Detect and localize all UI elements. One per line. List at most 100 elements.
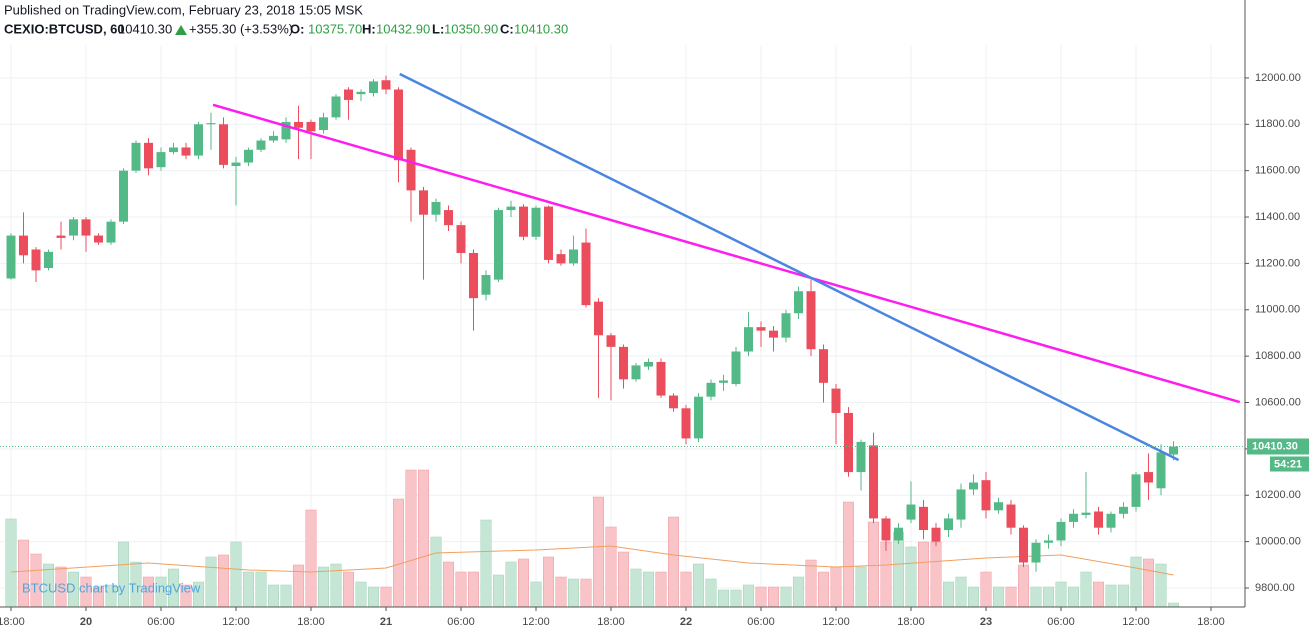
published-note: Published on TradingView.com, February 2… xyxy=(4,2,363,17)
y-tick-label: 11800.00 xyxy=(1255,118,1300,130)
candle-body xyxy=(669,395,678,409)
x-tick-label: 18:00 xyxy=(597,616,625,628)
volume-bar xyxy=(493,574,504,608)
candle-body xyxy=(419,190,428,215)
x-tick-label: 06:00 xyxy=(1047,616,1075,628)
candle-body xyxy=(1044,540,1053,543)
x-tick-label: 22 xyxy=(680,616,692,628)
candle-body xyxy=(444,210,453,226)
y-tick-label: 10000.00 xyxy=(1255,536,1301,548)
volume-bar xyxy=(693,563,704,608)
high-label: H: xyxy=(362,21,376,36)
candle-body xyxy=(381,80,391,90)
volume-bar xyxy=(18,539,29,608)
volume-bar xyxy=(705,578,717,608)
volume-bar xyxy=(668,516,679,608)
candle-body xyxy=(631,365,641,380)
volume-bar xyxy=(405,469,417,608)
close-label: C: xyxy=(500,21,514,36)
candle-body xyxy=(1081,512,1091,515)
candle-body xyxy=(1006,504,1016,528)
volume-bar xyxy=(368,586,379,608)
candle-body xyxy=(769,330,778,338)
candle-body xyxy=(169,147,178,153)
candle-body xyxy=(506,206,516,211)
trendline xyxy=(212,103,1241,404)
volume-bar xyxy=(980,571,992,608)
volume-bar xyxy=(805,559,817,608)
candle-body xyxy=(56,235,66,238)
candle-body xyxy=(556,254,566,264)
candle-body xyxy=(969,482,978,490)
candle-body xyxy=(1019,527,1028,563)
candle-body xyxy=(681,408,691,439)
candle-body xyxy=(1131,474,1141,507)
volume-bar xyxy=(743,584,754,608)
volume-bar xyxy=(543,556,554,608)
x-tick-label: 18:00 xyxy=(0,616,25,628)
candle-body xyxy=(719,380,728,383)
volume-bar xyxy=(218,554,229,608)
candle-body xyxy=(319,117,328,131)
x-tick-label: 18:00 xyxy=(1197,616,1225,628)
x-tick-label: 12:00 xyxy=(1122,616,1150,628)
candle-body xyxy=(531,207,541,237)
volume-bar xyxy=(1143,558,1154,608)
volume-pane xyxy=(5,469,1179,608)
volume-bar xyxy=(393,498,404,608)
candle-body xyxy=(81,219,91,236)
candle-body xyxy=(819,349,828,383)
volume-bar xyxy=(305,509,317,608)
candle-body xyxy=(144,142,153,169)
candle-body xyxy=(906,504,916,520)
volume-bar xyxy=(5,518,17,608)
volume-bar xyxy=(380,586,392,608)
candle-body xyxy=(569,249,578,264)
candle-body xyxy=(944,518,953,531)
candle-body xyxy=(206,123,216,125)
candle-body xyxy=(744,327,753,352)
candle-body xyxy=(1069,513,1078,522)
candle-body xyxy=(219,124,228,165)
change: +355.30 (+3.53%) xyxy=(189,21,293,36)
volume-bar xyxy=(930,541,942,608)
candle-body xyxy=(119,170,128,222)
countdown: 54:21 xyxy=(1274,458,1302,470)
x-tick-label: 06:00 xyxy=(447,616,475,628)
volume-bar xyxy=(568,578,579,608)
candle-body xyxy=(544,206,553,260)
candle-body xyxy=(781,313,791,338)
candle-body xyxy=(894,527,903,541)
candle-body xyxy=(606,335,616,347)
y-tick-label: 11600.00 xyxy=(1255,165,1300,177)
open-value: 10375.70 xyxy=(308,21,362,36)
x-tick-label: 23 xyxy=(980,616,992,628)
volume-bar xyxy=(755,586,767,608)
volume-bar xyxy=(1105,584,1117,608)
volume-bar xyxy=(1055,581,1067,608)
candle-body xyxy=(31,249,41,271)
x-tick-label: 20 xyxy=(80,616,92,628)
volume-bar xyxy=(1155,563,1167,608)
volume-bar xyxy=(868,521,879,608)
volume-bar xyxy=(618,551,629,608)
volume-bar xyxy=(430,536,442,608)
x-tick-label: 12:00 xyxy=(522,616,550,628)
candle-body xyxy=(269,135,278,141)
candle-body xyxy=(694,396,703,439)
candle-body xyxy=(856,441,866,473)
close-value: 10410.30 xyxy=(514,21,568,36)
volume-bar xyxy=(1005,586,1017,608)
volume-bar xyxy=(830,566,842,608)
candle-body xyxy=(619,346,628,380)
volume-bar xyxy=(505,561,517,608)
x-tick-label: 18:00 xyxy=(297,616,325,628)
volume-bar xyxy=(530,581,542,608)
volume-bar xyxy=(793,576,804,608)
volume-bar xyxy=(1118,584,1129,608)
volume-bar xyxy=(1018,564,1029,608)
volume-bar xyxy=(643,571,654,608)
volume-bar xyxy=(818,571,829,608)
candle-body xyxy=(281,121,291,140)
